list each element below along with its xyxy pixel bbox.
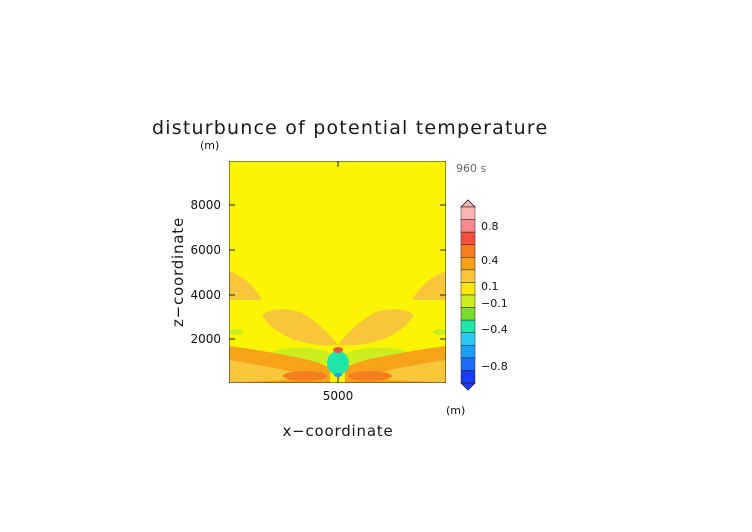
contour-red-right: [348, 371, 392, 381]
colorbar-bottom-arrow: [460, 382, 476, 391]
contour-green-left: [229, 329, 243, 335]
colorbar-segment: [460, 219, 476, 233]
time-label: 960 s: [456, 162, 486, 175]
x-axis-label: x−coordinate: [282, 422, 393, 440]
y-tick-label: 6000: [190, 243, 221, 257]
y-tick-label: 4000: [190, 288, 221, 302]
contour-cyan-bubble: [327, 351, 349, 375]
y-axis: [229, 204, 446, 340]
x-tick-label: 5000: [323, 389, 354, 403]
colorbar: [460, 199, 476, 391]
chart-title: disturbunce of potential temperature: [152, 117, 548, 139]
colorbar-label: 0.1: [481, 280, 499, 293]
contour-wing-right: [338, 309, 414, 346]
x-unit-label: (m): [446, 404, 465, 417]
background-field: [229, 161, 446, 383]
y-tick-label: 2000: [190, 332, 221, 346]
colorbar-segment: [460, 332, 476, 346]
contour-green-right: [433, 329, 446, 335]
colorbar-segment: [460, 345, 476, 359]
contour-wing-left: [262, 309, 338, 346]
colorbar-label: 0.4: [481, 254, 499, 267]
colorbar-segment: [460, 206, 476, 220]
colorbar-segment: [460, 244, 476, 258]
plot-area: [229, 161, 446, 383]
colorbar-segment: [460, 357, 476, 371]
colorbar-segment: [460, 370, 476, 384]
contour-red-left: [283, 371, 327, 381]
colorbar-label: −0.4: [481, 323, 508, 336]
colorbar-top-arrow: [460, 199, 476, 208]
contour-right-upper: [412, 271, 446, 300]
contour-left-upper: [229, 271, 262, 300]
colorbar-segment: [460, 294, 476, 308]
colorbar-label: −0.8: [481, 360, 508, 373]
contour-blue-core: [334, 373, 342, 377]
colorbar-segment: [460, 307, 476, 321]
colorbar-label: 0.8: [481, 220, 499, 233]
colorbar-label: −0.1: [481, 297, 508, 310]
y-axis-label: z−coordinate: [169, 217, 187, 327]
colorbar-segment: [460, 231, 476, 245]
colorbar-segment: [460, 282, 476, 296]
colorbar-segment: [460, 319, 476, 333]
y-tick-label: 8000: [190, 198, 221, 212]
colorbar-segment: [460, 257, 476, 271]
contour-red-top: [333, 347, 343, 353]
y-unit-label: (m): [200, 139, 219, 152]
colorbar-segment: [460, 269, 476, 283]
